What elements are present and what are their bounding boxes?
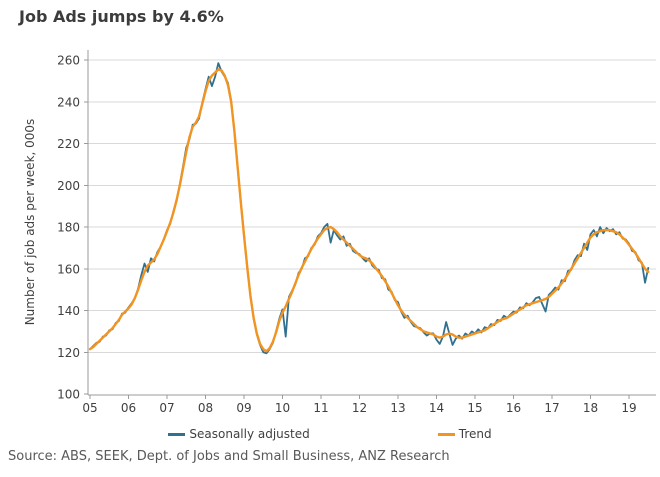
legend: Seasonally adjusted Trend [0,427,660,441]
plot-area: 100 120 140 160 180 200 220 240 260 05 06 07 08 09 10 1… [57,50,656,415]
seasonally-adjusted-line-swatch [168,432,186,436]
x-tick-label: 12 [352,401,367,415]
x-tick-label: 08 [198,401,213,415]
legend-item-trend: Trend [437,427,492,441]
x-tick-label: 15 [467,401,482,415]
x-tick-label: 17 [544,401,559,415]
y-tick-label: 120 [57,346,80,360]
chart-title: Job Ads jumps by 4.6% [19,7,224,26]
y-tick-label: 140 [57,304,80,318]
y-tick-label: 220 [57,137,80,151]
x-tick-label: 19 [621,401,636,415]
y-tick-label: 180 [57,221,80,235]
y-tick-label: 100 [57,388,80,402]
x-tick-label: 10 [275,401,290,415]
x-tick-label: 11 [313,401,328,415]
x-tick-label: 06 [121,401,136,415]
legend-label-seasonally-adjusted: Seasonally adjusted [189,427,310,441]
x-tick-label: 05 [82,401,97,415]
y-tick-label: 160 [57,262,80,276]
trend-line-swatch [437,432,455,436]
y-tick-label: 200 [57,179,80,193]
legend-item-seasonally-adjusted: Seasonally adjusted [168,427,310,441]
legend-label-trend: Trend [458,427,492,441]
trend-line [88,68,650,353]
x-tick-label: 09 [236,401,251,415]
x-tick-label: 07 [159,401,174,415]
y-tick-label: 240 [57,95,80,109]
x-tick-label: 13 [390,401,405,415]
x-tick-label: 18 [583,401,598,415]
x-tick-label: 16 [506,401,521,415]
x-tick-label: 14 [429,401,444,415]
source-note: Source: ABS, SEEK, Dept. of Jobs and Sma… [8,449,450,464]
y-tick-label: 260 [57,54,80,68]
